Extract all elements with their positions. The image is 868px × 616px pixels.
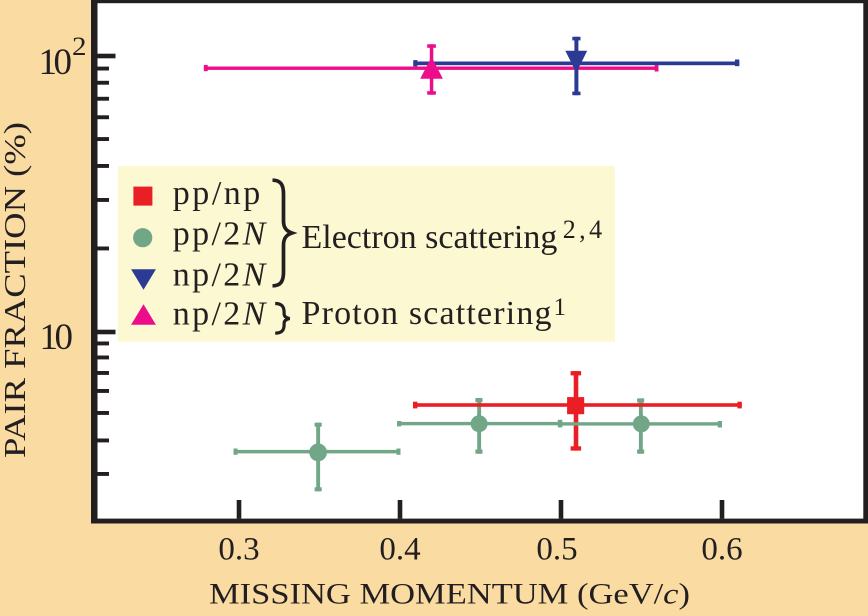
svg-text:2: 2 [72, 31, 87, 61]
svg-text:Proton scattering: Proton scattering [302, 295, 552, 332]
svg-text:pp/np: pp/np [173, 175, 260, 212]
svg-text:np/2N: np/2N [173, 257, 268, 294]
svg-text:2,4: 2,4 [563, 215, 602, 244]
svg-text:0.4: 0.4 [379, 531, 420, 567]
svg-text:Electron scattering: Electron scattering [302, 219, 558, 256]
svg-text:1: 1 [554, 294, 567, 321]
svg-text:PAIR FRACTION (%): PAIR FRACTION (%) [0, 122, 32, 458]
svg-text:MISSING MOMENTUM (GeV/c): MISSING MOMENTUM (GeV/c) [209, 578, 690, 610]
svg-text:10: 10 [39, 42, 73, 83]
svg-text:0.6: 0.6 [701, 531, 742, 567]
svg-text:10: 10 [39, 317, 72, 358]
svg-text:0.5: 0.5 [536, 531, 577, 567]
svg-text:pp/2N: pp/2N [173, 216, 268, 253]
svg-text:np/2N: np/2N [173, 296, 268, 333]
svg-text:0.3: 0.3 [218, 531, 259, 567]
